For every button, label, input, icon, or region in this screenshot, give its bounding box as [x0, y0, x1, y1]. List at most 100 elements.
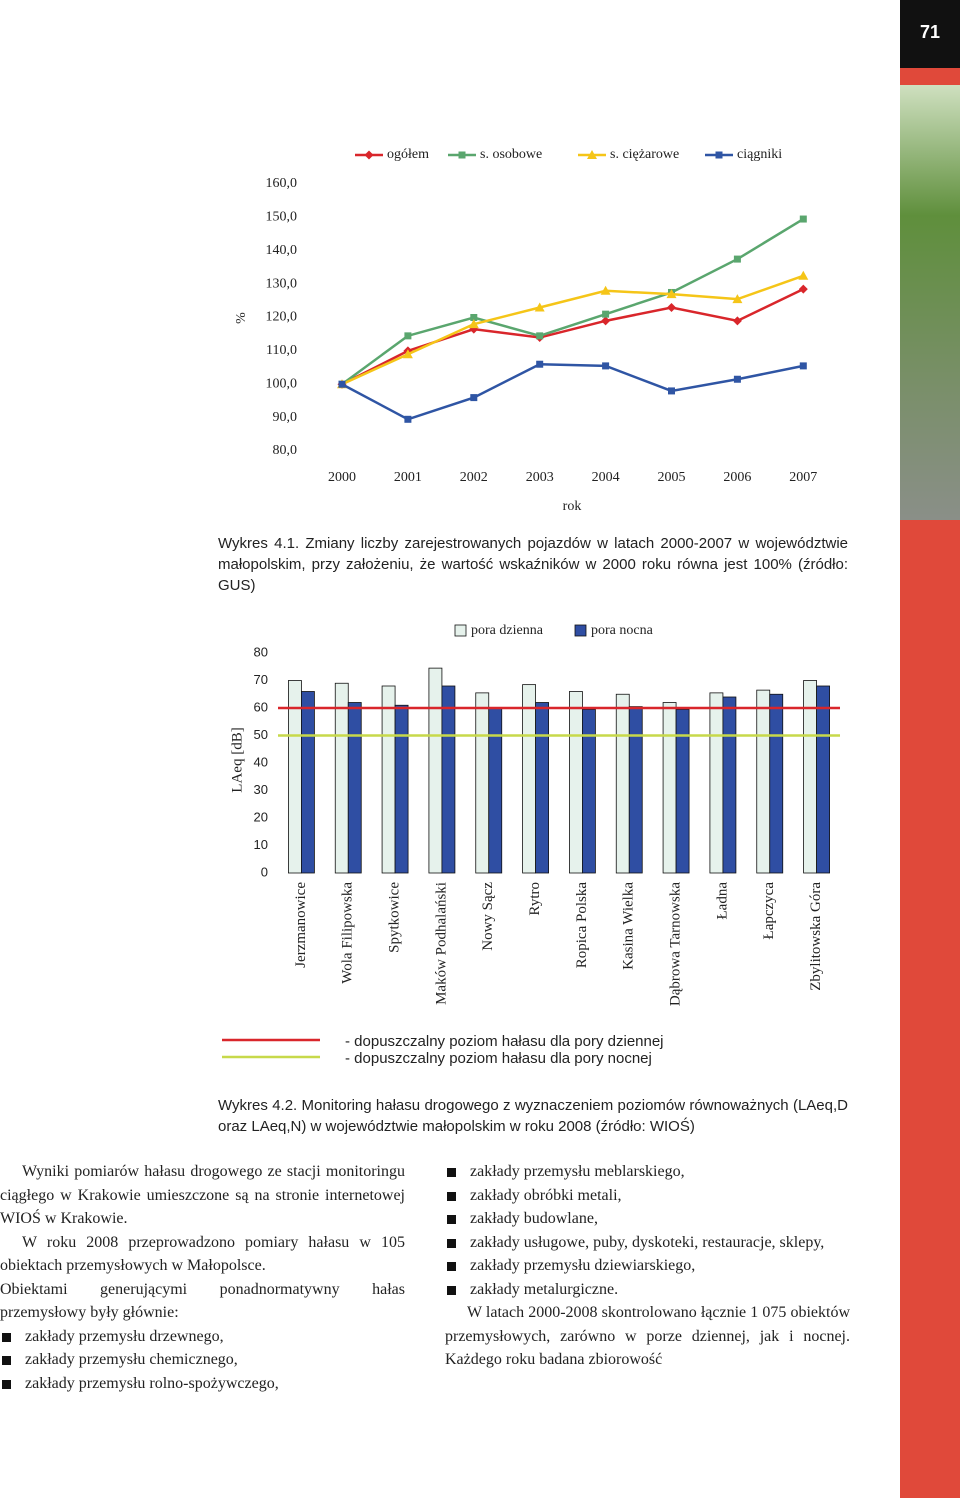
- bullet-list: zakłady przemysłu meblarskiego, zakłady …: [445, 1160, 850, 1301]
- bar: [475, 692, 490, 874]
- legend-label: ogółem: [387, 147, 429, 162]
- y-tick-label: 120,0: [266, 310, 298, 325]
- photo: [900, 85, 960, 520]
- series-line: [341, 362, 804, 421]
- y-tick-label: 60: [254, 699, 268, 714]
- x-tick-label: Maków Podhalański: [433, 882, 449, 1005]
- marker: [798, 284, 808, 294]
- y-axis-label: %: [234, 312, 249, 324]
- marker: [536, 332, 544, 340]
- bullet-list: zakłady przemysłu drzewnego, zakłady prz…: [0, 1325, 405, 1396]
- x-tick-label: Łapczyca: [761, 882, 777, 940]
- marker: [666, 289, 677, 299]
- marker: [732, 294, 743, 304]
- paragraph: W roku 2008 przeprowadzono pomiary hałas…: [0, 1233, 405, 1275]
- y-axis-label: LAeq [dB]: [229, 727, 245, 792]
- marker: [715, 151, 723, 159]
- y-tick-label: 50: [254, 727, 268, 742]
- bar: [709, 692, 724, 874]
- legend-label: - dopuszczalny poziom hałasu dla pory no…: [345, 1050, 652, 1067]
- bar: [381, 685, 396, 874]
- x-axis-label: rok: [563, 499, 582, 514]
- y-tick-label: 130,0: [266, 276, 298, 291]
- y-tick-label: 110,0: [266, 343, 297, 358]
- y-tick-label: 10: [254, 837, 268, 852]
- bar: [288, 680, 302, 874]
- legend-swatch: [574, 624, 587, 637]
- x-tick-label: Zbylitowska Góra: [808, 882, 824, 991]
- bar: [569, 691, 583, 874]
- left-column: Wyniki pomiarów hałasu drogowego ze stac…: [0, 1160, 405, 1395]
- x-tick-label: Ropica Polska: [574, 882, 590, 969]
- legend-label: pora dzienna: [471, 623, 544, 638]
- marker: [536, 360, 544, 368]
- page-number-box: [900, 0, 960, 68]
- y-tick-label: 70: [254, 672, 268, 687]
- marker: [468, 319, 479, 329]
- y-tick-label: 90,0: [273, 410, 298, 425]
- marker: [799, 362, 807, 370]
- bar: [582, 708, 596, 874]
- legend-label: s. osobowe: [480, 147, 542, 162]
- x-tick-label: 2007: [789, 470, 817, 485]
- bar: [441, 685, 456, 874]
- marker: [732, 316, 742, 326]
- marker: [534, 302, 545, 312]
- caption: Wykres 4.2. Monitoring hałasu drogowego …: [218, 1097, 848, 1135]
- bar: [769, 693, 784, 874]
- caption: Wykres 4.1. Zmiany liczby zarejestrowany…: [218, 535, 848, 594]
- marker: [602, 310, 610, 318]
- legend-label: - dopuszczalny poziom hałasu dla pory dz…: [345, 1033, 664, 1050]
- y-tick-label: 0: [261, 864, 268, 879]
- marker: [667, 302, 676, 312]
- bar: [428, 667, 443, 874]
- bar: [675, 708, 690, 874]
- marker: [404, 332, 412, 340]
- x-tick-label: Wola Filipowska: [340, 882, 356, 984]
- marker: [338, 380, 346, 388]
- bar: [394, 704, 409, 874]
- bullet: zakłady usługowe, puby, dyskoteki, resta…: [445, 1231, 850, 1255]
- x-tick-label: Nowy Sącz: [480, 882, 496, 951]
- paragraph: W latach 2000-2008 skontrolowano łącznie…: [445, 1304, 850, 1368]
- bar: [816, 685, 830, 874]
- x-tick-label: Ładna: [714, 882, 730, 920]
- bullet: zakłady przemysłu chemicznego,: [0, 1348, 405, 1372]
- right-column: zakłady przemysłu meblarskiego, zakłady …: [445, 1160, 850, 1372]
- x-tick-label: 2005: [658, 470, 686, 485]
- marker: [364, 150, 374, 160]
- x-tick-label: 2001: [394, 470, 422, 485]
- bullet: zakłady przemysłu meblarskiego,: [445, 1160, 850, 1184]
- y-tick-label: 100,0: [266, 376, 298, 391]
- legend-label: s. ciężarowe: [610, 147, 679, 162]
- marker: [470, 314, 478, 321]
- x-tick-label: 2003: [526, 470, 554, 485]
- bar: [535, 702, 549, 874]
- bar: [347, 702, 362, 874]
- bar: [628, 706, 643, 874]
- bar: [756, 689, 771, 874]
- bar: [615, 693, 630, 874]
- marker: [458, 151, 466, 159]
- y-tick-label: 140,0: [266, 243, 298, 258]
- x-tick-label: 2006: [723, 470, 751, 485]
- bullet: zakłady przemysłu rolno-spożywczego,: [0, 1372, 405, 1396]
- y-tick-label: 160,0: [266, 176, 298, 191]
- series-line: [341, 217, 804, 386]
- x-tick-label: Kasina Wielka: [621, 882, 637, 970]
- x-tick-label: Dąbrowa Tarnowska: [668, 882, 684, 1006]
- bullet: zakłady obróbki metali,: [445, 1184, 850, 1208]
- y-tick-label: 30: [254, 782, 268, 797]
- page-number: 71: [920, 22, 940, 42]
- x-tick-label: Spytkowice: [387, 882, 403, 953]
- marker: [799, 215, 807, 223]
- paragraph: Obiektami generującymi ponadnormatywny h…: [0, 1280, 405, 1322]
- bullet: zakłady przemysłu drzewnego,: [0, 1325, 405, 1349]
- series-line: [341, 274, 804, 386]
- series-line: [341, 288, 804, 386]
- marker: [587, 150, 597, 159]
- marker: [600, 285, 611, 295]
- x-tick-label: Rytro: [527, 882, 543, 916]
- marker: [798, 270, 809, 280]
